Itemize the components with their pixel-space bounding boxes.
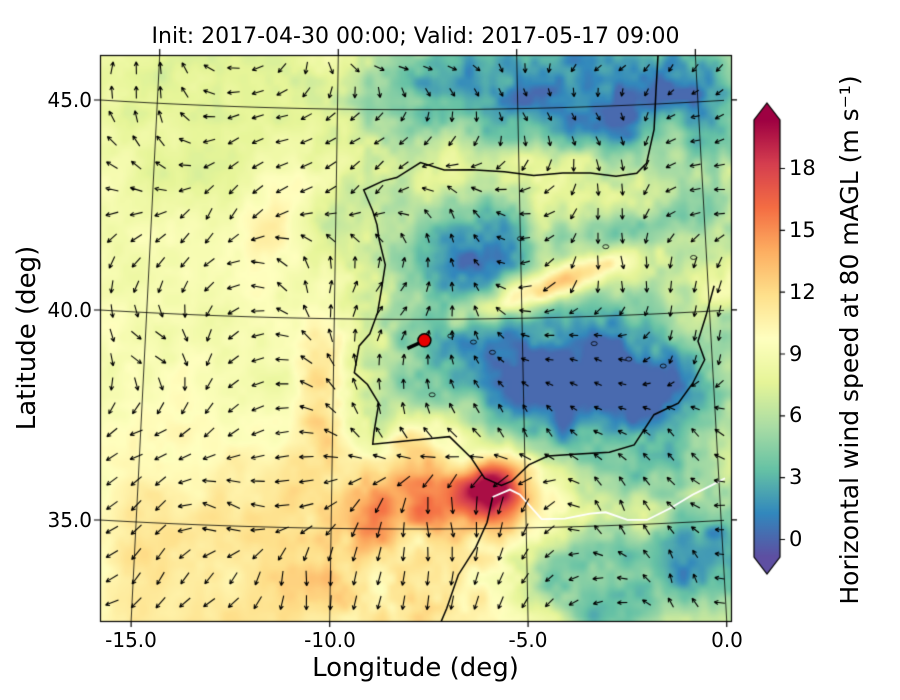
colorbar-tick-label: 18 bbox=[789, 156, 816, 180]
plot-title: Init: 2017-04-30 00:00; Valid: 2017-05-1… bbox=[151, 24, 680, 49]
colorbar-tick-label: 12 bbox=[789, 280, 816, 304]
y-tick-label: 40.0 bbox=[47, 298, 92, 322]
x-tick-label: -15.0 bbox=[105, 628, 157, 652]
y-tick-label: 35.0 bbox=[47, 508, 92, 532]
colorbar-tick-label: 15 bbox=[789, 218, 816, 242]
colorbar-tick-label: 3 bbox=[789, 465, 803, 489]
x-tick-label: -5.0 bbox=[508, 628, 548, 652]
colorbar-label: Horizontal wind speed at 80 mAGL (m s⁻¹) bbox=[835, 75, 864, 605]
x-tick-label: -10.0 bbox=[304, 628, 356, 652]
colorbar-tick-label: 9 bbox=[789, 342, 803, 366]
y-axis-label: Latitude (deg) bbox=[12, 245, 42, 431]
colorbar-tick-label: 0 bbox=[789, 527, 803, 551]
colorbar-tick-label: 6 bbox=[789, 403, 803, 427]
x-axis-label: Longitude (deg) bbox=[312, 653, 519, 683]
y-tick-label: 45.0 bbox=[47, 88, 92, 112]
x-tick-label: 0.0 bbox=[711, 628, 743, 652]
